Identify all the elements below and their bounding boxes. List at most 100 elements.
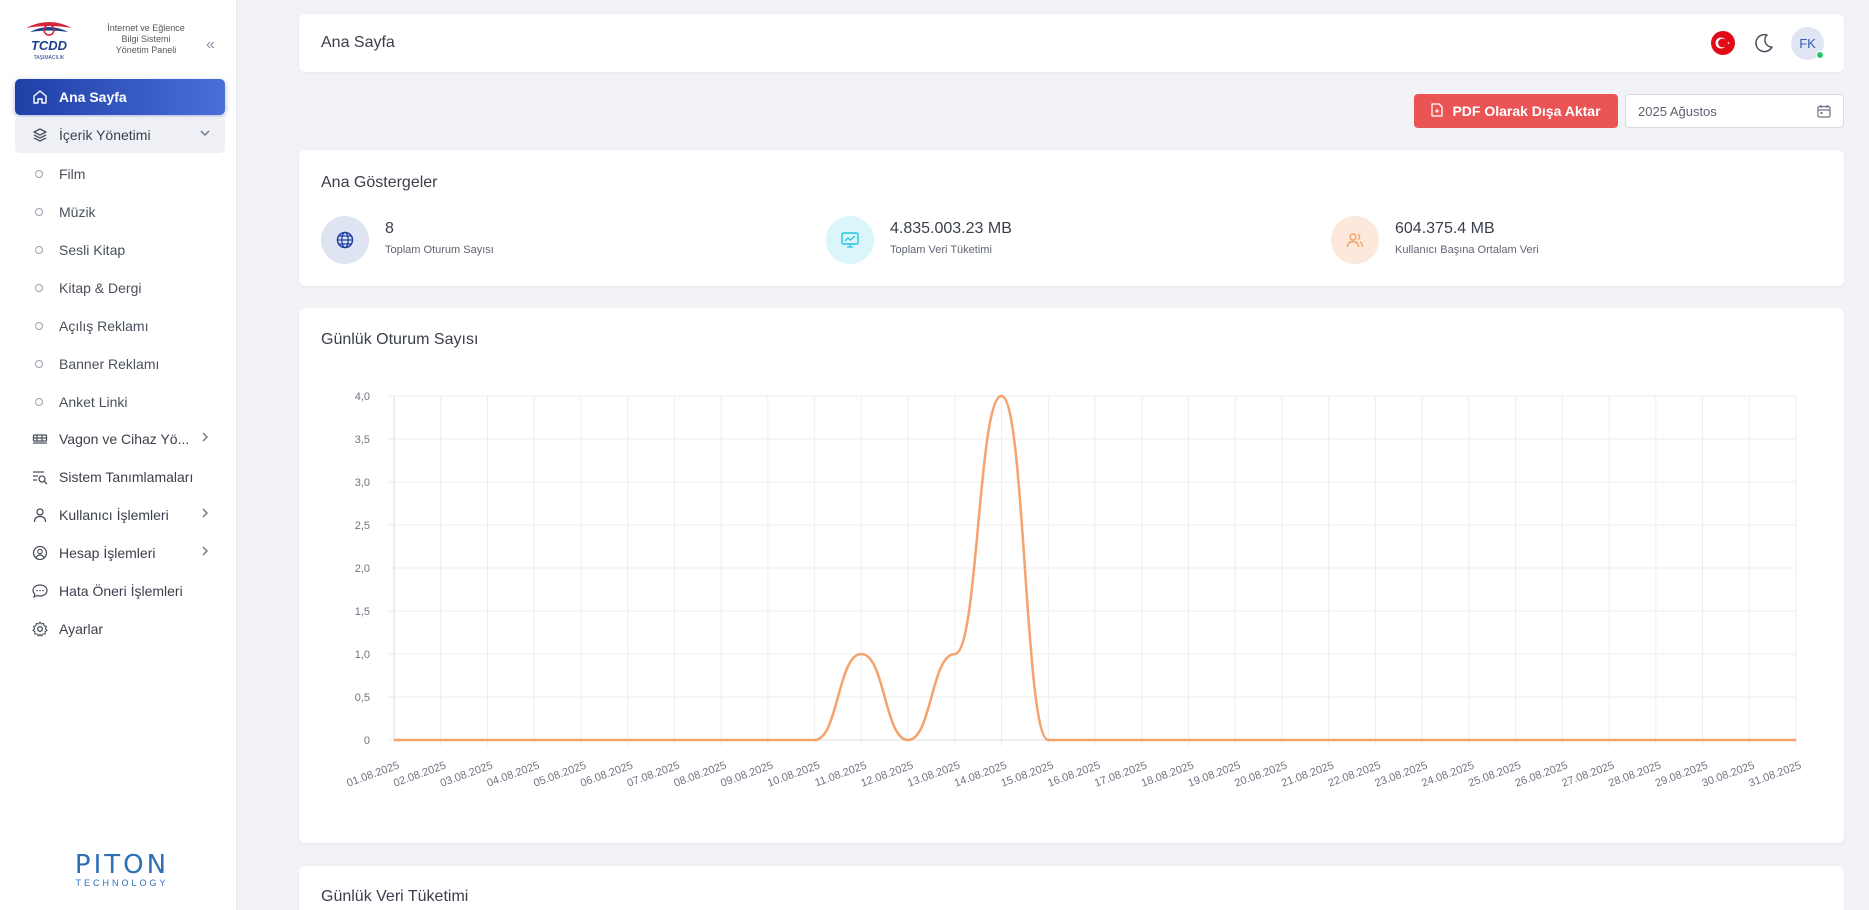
x-tick-label: 16.08.2025: [1046, 760, 1102, 790]
sidebar-item-hata-oneri[interactable]: Hata Öneri İşlemleri: [15, 573, 225, 609]
online-status-dot: [1816, 51, 1824, 59]
globe-icon: [321, 216, 369, 264]
calendar-icon[interactable]: [1817, 104, 1831, 121]
brand: TCDD TAŞIMACILIK İnternet ve Eğlence Bil…: [0, 0, 237, 72]
user-circle-icon: [31, 544, 49, 562]
x-tick-label: 19.08.2025: [1186, 760, 1242, 790]
sidebar-item-label: Sesli Kitap: [59, 242, 126, 258]
avatar-initials: FK: [1799, 36, 1816, 51]
turkish-flag-icon[interactable]: [1711, 31, 1735, 55]
kpi-value: 4.835.003.23 MB: [890, 220, 1012, 237]
sidebar-subitem-anket-linki[interactable]: Anket Linki: [15, 383, 225, 421]
kpi-value: 604.375.4 MB: [1395, 220, 1495, 237]
sidebar-item-ana-sayfa[interactable]: Ana Sayfa: [15, 79, 225, 115]
circle-icon: [35, 322, 43, 330]
kpi-card-title: Ana Göstergeler: [321, 174, 438, 191]
x-tick-label: 26.08.2025: [1514, 760, 1570, 790]
sidebar-item-vagon-cihaz[interactable]: Vagon ve Cihaz Yö...: [15, 421, 225, 457]
sidebar-subitem-muzik[interactable]: Müzik: [15, 193, 225, 231]
page-title: Ana Sayfa: [321, 34, 395, 51]
kpi-label: Toplam Oturum Sayısı: [385, 244, 494, 256]
sidebar-item-label: İçerik Yönetimi: [59, 127, 151, 143]
x-tick-label: 06.08.2025: [579, 760, 635, 790]
logo-subtext: TAŞIMACILIK: [34, 55, 65, 61]
sidebar-subitem-acilis-reklami[interactable]: Açılış Reklamı: [15, 307, 225, 345]
x-tick-label: 14.08.2025: [953, 760, 1009, 790]
y-tick-label: 2,5: [355, 520, 370, 532]
x-tick-label: 20.08.2025: [1233, 760, 1289, 790]
y-tick-label: 1,0: [355, 649, 370, 661]
kpi-list: 8 Toplam Oturum Sayısı 4.835.003.23 MB T…: [321, 214, 1821, 266]
x-tick-label: 25.08.2025: [1467, 760, 1523, 790]
sidebar-item-sistem-tanimlamalari[interactable]: Sistem Tanımlamaları: [15, 459, 225, 495]
panel-name: İnternet ve Eğlence Bilgi Sistemi Yöneti…: [100, 23, 192, 56]
sidebar-item-ayarlar[interactable]: Ayarlar: [15, 611, 225, 647]
y-tick-label: 3,0: [355, 477, 370, 489]
x-tick-label: 10.08.2025: [766, 760, 822, 790]
sidebar-item-label: Sistem Tanımlamaları: [59, 469, 194, 485]
daily-data-card: Günlük Veri Tüketimi: [299, 866, 1844, 910]
x-tick-label: 17.08.2025: [1093, 760, 1149, 790]
train-icon: [31, 430, 49, 448]
daily-sessions-card: Günlük Oturum Sayısı 0 0,5 1,0 1,5 2,0 2,5 3,0…: [299, 308, 1844, 843]
y-tick-label: 1,5: [355, 606, 370, 618]
sidebar-item-label: Vagon ve Cihaz Yö...: [59, 431, 190, 447]
sidebar-subitem-banner-reklami[interactable]: Banner Reklamı: [15, 345, 225, 383]
x-tick-label: 30.08.2025: [1700, 760, 1756, 790]
circle-icon: [35, 360, 43, 368]
sidebar-item-label: Hata Öneri İşlemleri: [59, 583, 183, 599]
gear-icon: [31, 620, 49, 638]
sidebar-item-label: Hesap İşlemleri: [59, 545, 156, 561]
chart-title: Günlük Oturum Sayısı: [321, 331, 479, 348]
x-tick-label: 04.08.2025: [485, 760, 541, 790]
layers-icon: [31, 126, 49, 144]
x-tick-label: 23.08.2025: [1373, 760, 1429, 790]
sidebar-item-label: Ana Sayfa: [59, 89, 127, 105]
sidebar-item-label: Açılış Reklamı: [59, 318, 149, 334]
series-line: [393, 394, 1796, 742]
sidebar-subitem-film[interactable]: Film: [15, 155, 225, 193]
y-tick-label: 4,0: [355, 391, 370, 403]
x-tick-label: 08.08.2025: [672, 760, 728, 790]
avatar[interactable]: FK: [1791, 27, 1824, 60]
sidebar-nav: Ana Sayfa İçerik Yönetimi Film Müzik Ses…: [15, 79, 225, 649]
x-tick-label: 24.08.2025: [1420, 760, 1476, 790]
export-pdf-label: PDF Olarak Dışa Aktar: [1452, 103, 1601, 119]
sidebar-subitem-kitap-dergi[interactable]: Kitap & Dergi: [15, 269, 225, 307]
circle-icon: [35, 398, 43, 406]
sidebar-item-kullanici-islemleri[interactable]: Kullanıcı İşlemleri: [15, 497, 225, 533]
x-tick-label: 15.08.2025: [999, 760, 1055, 790]
kpi-label: Toplam Veri Tüketimi: [890, 244, 992, 256]
sidebar-subitem-sesli-kitap[interactable]: Sesli Kitap: [15, 231, 225, 269]
sidebar-item-label: Anket Linki: [59, 394, 128, 410]
chevron-right-icon: [199, 507, 211, 522]
collapse-sidebar-icon[interactable]: «: [206, 36, 215, 53]
top-header: Ana Sayfa FK: [299, 14, 1844, 72]
message-icon: [31, 582, 49, 600]
users-icon: [1331, 216, 1379, 264]
sidebar-item-icerik-yonetimi[interactable]: İçerik Yönetimi: [15, 117, 225, 153]
panel-name-line: Bilgi Sistemi: [121, 34, 171, 44]
month-picker-input[interactable]: 2025 Ağustos: [1625, 94, 1844, 128]
kpi-value: 8: [385, 220, 394, 237]
circle-icon: [35, 170, 43, 178]
export-pdf-button[interactable]: PDF Olarak Dışa Aktar: [1414, 94, 1618, 128]
dark-mode-moon-icon[interactable]: [1751, 30, 1777, 56]
x-tick-label: 21.08.2025: [1280, 760, 1336, 790]
x-tick-label: 05.08.2025: [532, 760, 588, 790]
sidebar-item-label: Müzik: [59, 204, 96, 220]
x-tick-label: 18.08.2025: [1140, 760, 1196, 790]
x-tick-label: 29.08.2025: [1654, 760, 1710, 790]
x-tick-label: 12.08.2025: [859, 760, 915, 790]
tcdd-logo: TCDD TAŞIMACILIK: [26, 22, 72, 61]
daily-data-card-title: Günlük Veri Tüketimi: [321, 888, 469, 905]
x-tick-label: 03.08.2025: [439, 760, 495, 790]
sidebar-item-hesap-islemleri[interactable]: Hesap İşlemleri: [15, 535, 225, 571]
sidebar-item-label: Kullanıcı İşlemleri: [59, 507, 169, 523]
x-tick-label: 02.08.2025: [392, 760, 448, 790]
piton-logo-subtext: TECHNOLOGY: [75, 878, 169, 888]
monitor-chart-icon: [826, 216, 874, 264]
piton-logo-text: PITON: [74, 850, 170, 880]
daily-sessions-chart: 0 0,5 1,0 1,5 2,0 2,5 3,0 3,5 4,0 01.08.202502.08…: [345, 391, 1803, 790]
home-icon: [31, 88, 49, 106]
